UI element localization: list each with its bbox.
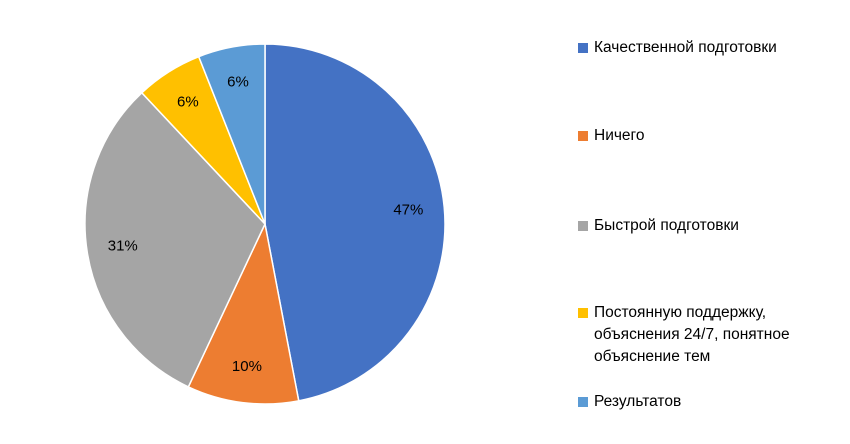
pie-slice bbox=[197, 43, 266, 225]
legend-label: Ничего bbox=[594, 127, 645, 144]
legend-label: Результатов bbox=[594, 393, 682, 410]
data-label: 31% bbox=[108, 237, 138, 254]
pie-slice bbox=[84, 91, 266, 388]
legend-marker bbox=[578, 397, 588, 407]
data-label: 6% bbox=[177, 93, 199, 110]
legend-marker bbox=[578, 43, 588, 53]
legend-item: Ничего bbox=[578, 125, 840, 147]
legend-marker bbox=[578, 131, 588, 141]
legend-item: Результатов bbox=[578, 391, 840, 413]
legend-label: Быстрой подготовки bbox=[594, 217, 739, 234]
legend-item: Быстрой подготовки bbox=[578, 215, 840, 237]
legend-label: Постоянную поддержку, объяснения 24/7, п… bbox=[594, 304, 790, 365]
legend-item: Постоянную поддержку, объяснения 24/7, п… bbox=[578, 302, 840, 368]
legend-marker bbox=[578, 308, 588, 318]
data-label: 6% bbox=[227, 74, 249, 91]
pie-slice bbox=[264, 43, 446, 402]
legend-marker bbox=[578, 221, 588, 231]
data-label: 47% bbox=[393, 201, 423, 218]
data-label: 10% bbox=[232, 358, 262, 375]
legend-label: Качественной подготовки bbox=[594, 39, 777, 56]
pie-slice bbox=[187, 221, 300, 405]
legend-item: Качественной подготовки bbox=[578, 37, 840, 59]
